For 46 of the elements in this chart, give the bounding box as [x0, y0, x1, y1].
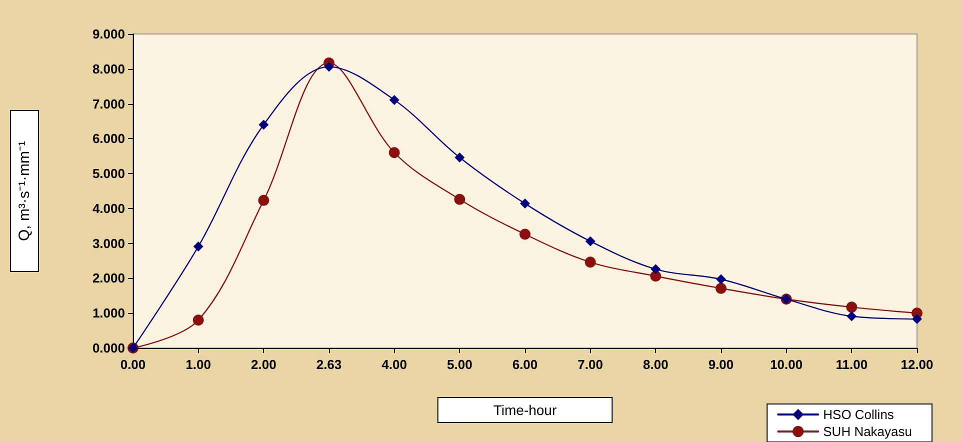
point	[520, 228, 530, 240]
x-tick-label: 6.00	[512, 357, 538, 372]
x-tick-label: 0.00	[120, 357, 146, 372]
point	[716, 282, 726, 294]
x-tick-label: 4.00	[382, 357, 407, 372]
y-tick-label: 8.000	[92, 61, 125, 76]
point	[650, 264, 661, 274]
y-tick-label: 5.000	[92, 166, 125, 182]
y-tick-label: 6.000	[92, 131, 125, 146]
y-tick-label: 0.000	[92, 340, 125, 356]
point	[389, 94, 400, 105]
y-axis-title: Q, m³·s⁻¹·mm⁻¹	[16, 141, 33, 241]
point	[846, 302, 858, 313]
point	[585, 236, 596, 246]
point	[193, 241, 204, 252]
y-tick-label: 9.000	[92, 26, 125, 42]
y-tick-label: 2.000	[92, 270, 125, 286]
x-tick-label: 2.63	[316, 357, 342, 372]
x-tick-label: 10.00	[770, 357, 803, 372]
legend-label: SUH Nakayasu	[823, 424, 912, 439]
point	[846, 311, 857, 322]
y-tick-label: 4.000	[92, 200, 125, 216]
legend-label: HSO Collins	[823, 407, 894, 422]
x-tick-label: 8.00	[643, 357, 668, 372]
x-tick-label: 1.00	[186, 357, 211, 372]
y-tick-label: 7.000	[92, 96, 125, 112]
x-tick-label: 2.00	[251, 357, 276, 372]
point	[716, 274, 726, 284]
x-tick-label: 9.00	[708, 357, 734, 372]
point	[388, 147, 400, 158]
x-tick-label: 11.00	[836, 357, 868, 372]
x-tick-label: 12.00	[900, 357, 934, 372]
y-tick-label: 1.000	[92, 306, 125, 321]
x-tick-label: 7.00	[578, 357, 603, 372]
point	[912, 314, 922, 324]
y-tick-label: 3.000	[92, 236, 125, 251]
point	[192, 314, 204, 326]
point	[258, 194, 270, 206]
point	[324, 62, 334, 72]
point	[454, 152, 465, 163]
point	[454, 194, 466, 205]
point	[520, 198, 530, 209]
point	[258, 120, 269, 130]
x-axis-title: Time-hour	[493, 402, 557, 418]
x-tick-label: 5.00	[447, 357, 472, 372]
point	[584, 256, 596, 268]
